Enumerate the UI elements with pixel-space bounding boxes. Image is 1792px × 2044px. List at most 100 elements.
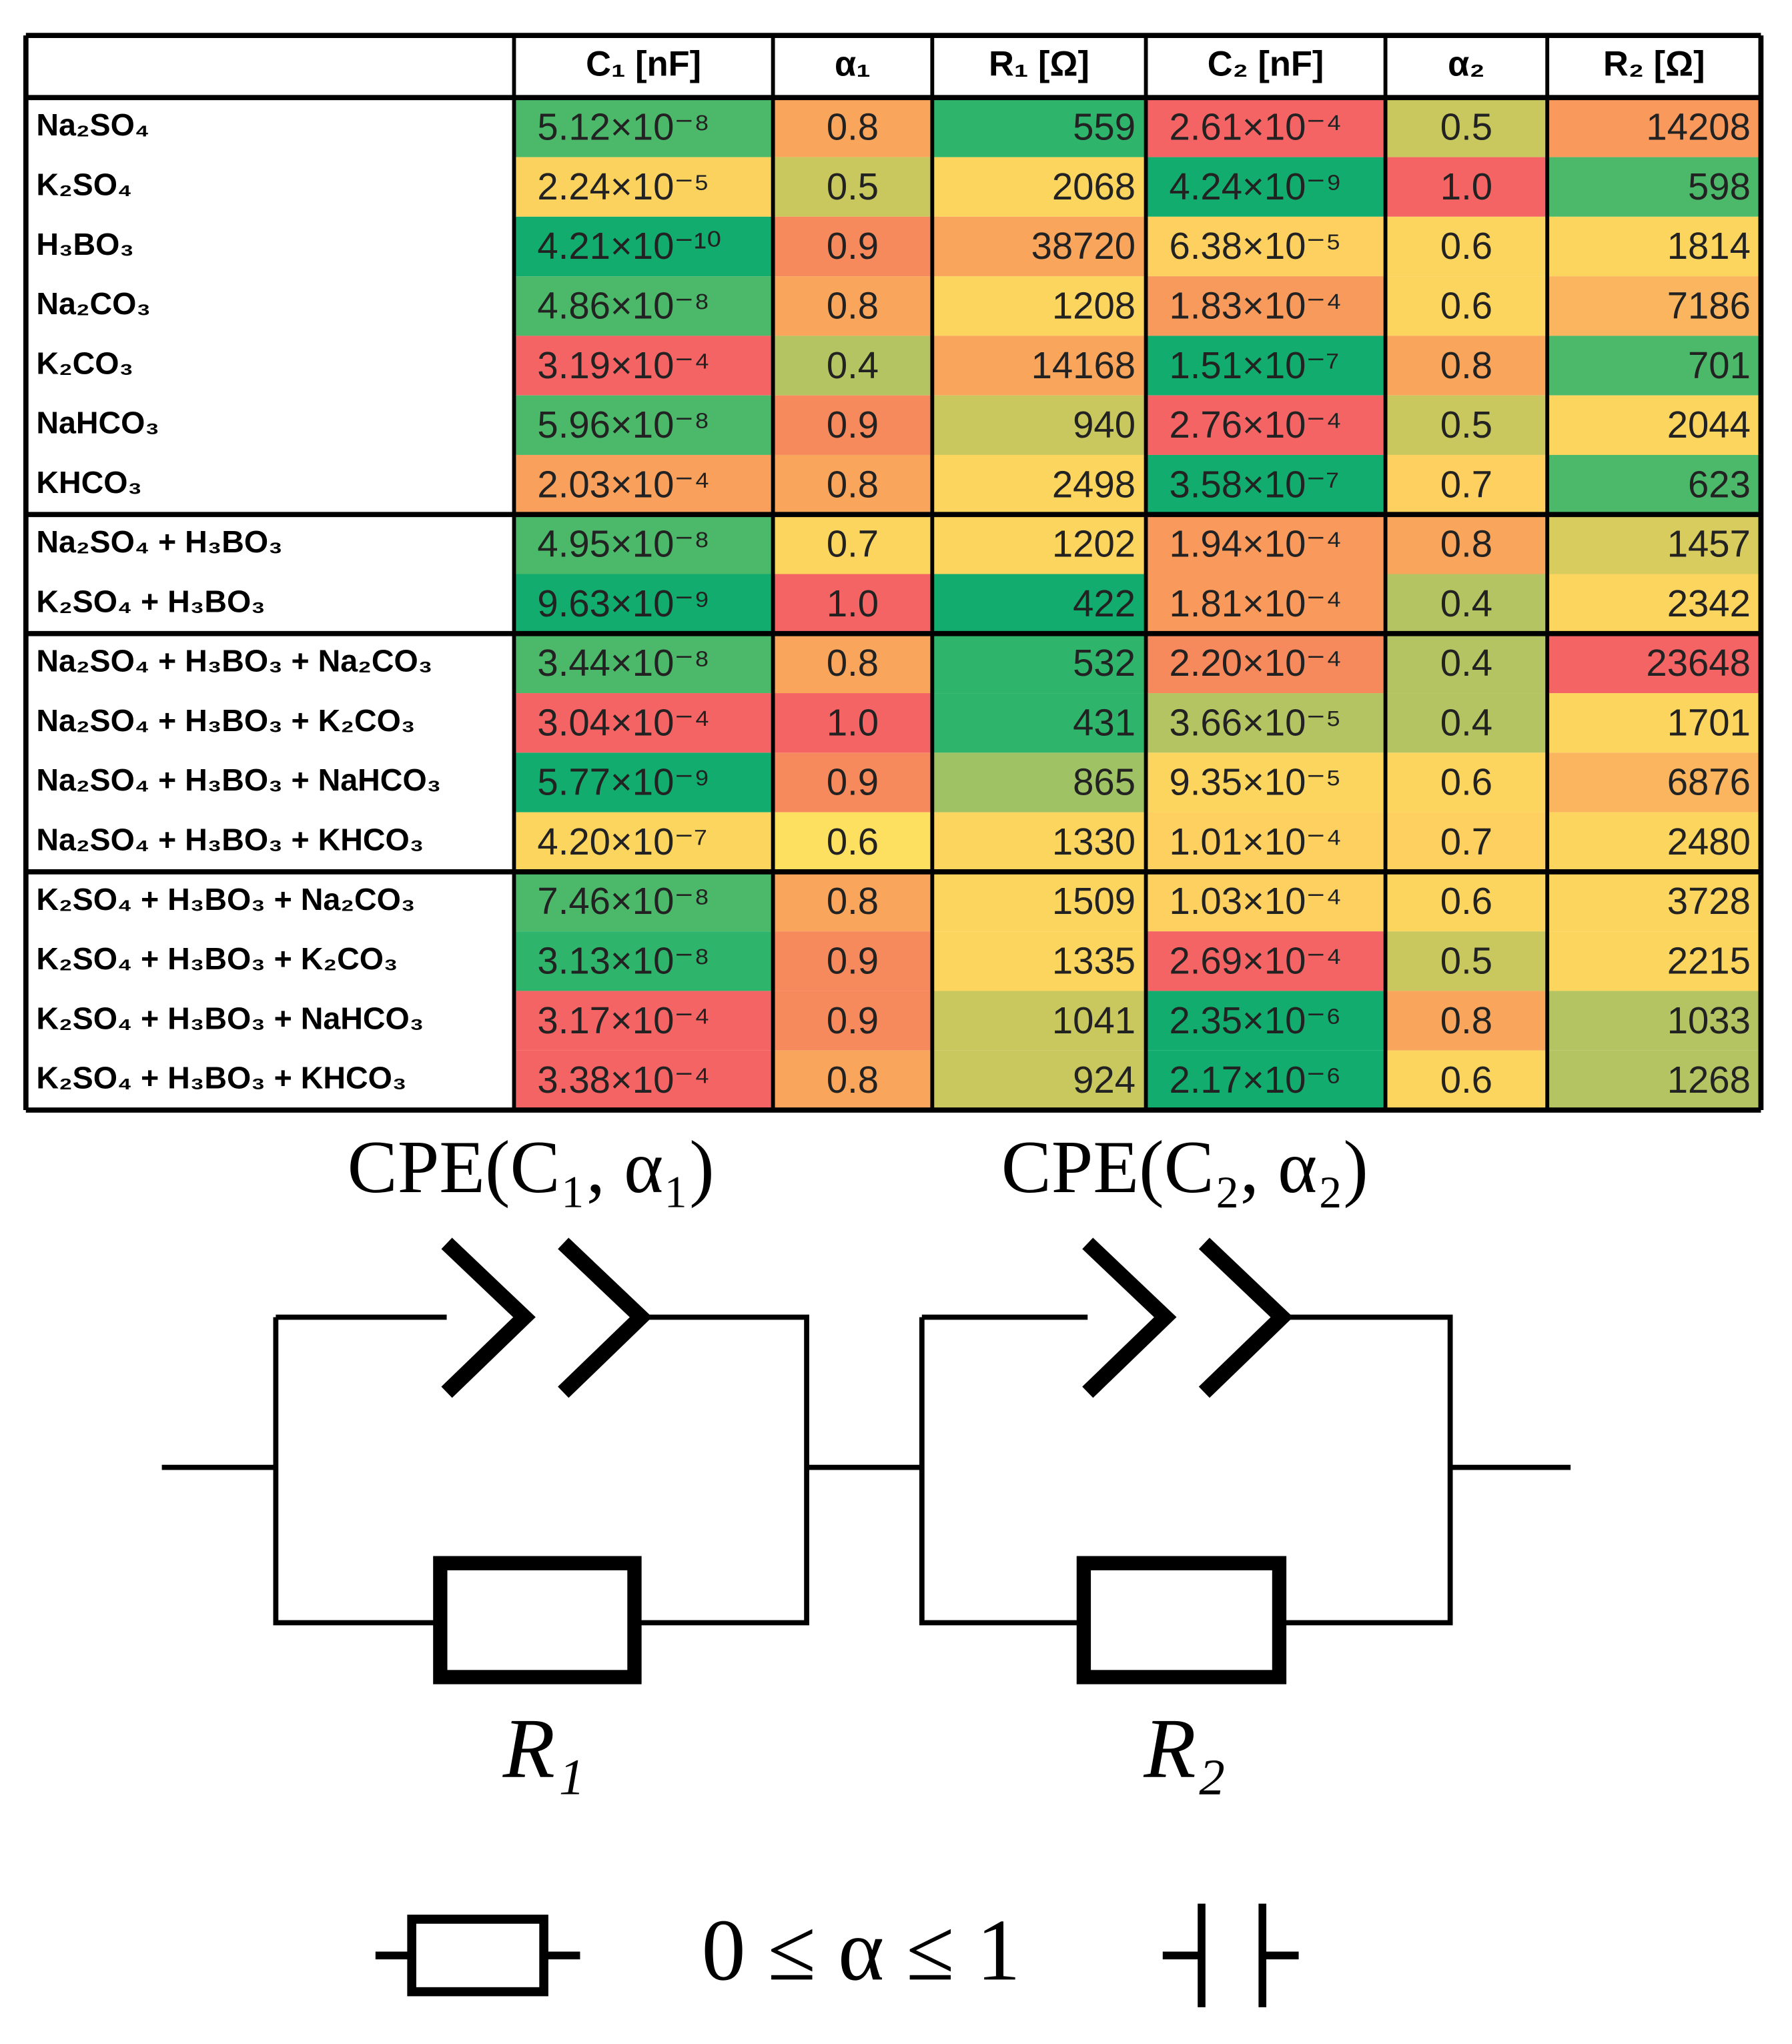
cell: 0.9 — [827, 404, 879, 446]
cell: 0.9 — [827, 999, 879, 1041]
cell-bg — [1146, 693, 1386, 753]
row-label: Na₂SO₄ + H₃BO₃ + KHCO₃ — [36, 823, 424, 857]
cell-bg — [773, 991, 933, 1051]
cell-bg — [932, 752, 1146, 813]
cell: 0.8 — [827, 642, 879, 684]
cell-bg — [1146, 97, 1386, 157]
header-cell: α₁ — [835, 45, 871, 84]
cell-bg — [773, 752, 933, 813]
resistor-legend — [407, 1915, 548, 1997]
cell: 0.6 — [1440, 225, 1492, 267]
cell-bg — [1146, 871, 1386, 932]
cell-bg — [514, 931, 773, 991]
cell-bg — [1146, 514, 1386, 574]
cell-bg — [514, 395, 773, 455]
cell: 7186 — [1667, 285, 1751, 327]
cell: 2.17×10⁻⁶ — [1169, 1059, 1341, 1101]
cell-bg — [1146, 157, 1386, 217]
cell-bg — [1547, 276, 1761, 336]
cell-bg — [514, 871, 773, 932]
cell: 0.8 — [1440, 344, 1492, 386]
cell: 7.46×10⁻⁸ — [537, 880, 709, 922]
cell: 23648 — [1646, 642, 1750, 684]
cell-bg — [1385, 1050, 1548, 1110]
cell: 0.4 — [827, 344, 879, 386]
cell: 6876 — [1667, 761, 1751, 803]
cell-bg — [1385, 395, 1548, 455]
cell: 0.7 — [1440, 821, 1492, 863]
cell: 1268 — [1667, 1059, 1751, 1101]
row-label: K₂SO₄ + H₃BO₃ — [36, 584, 265, 618]
cell-bg — [932, 574, 1146, 634]
cell: 598 — [1688, 165, 1751, 207]
cell: 0.8 — [827, 463, 879, 505]
cell-bg — [514, 633, 773, 694]
cell: 0.6 — [1440, 1059, 1492, 1101]
header-cell: R₂ [Ω] — [1603, 45, 1705, 84]
cell-bg — [932, 276, 1146, 336]
row-label: KHCO₃ — [36, 465, 142, 500]
cell-bg — [1146, 1050, 1386, 1110]
cell: 4.20×10⁻⁷ — [537, 821, 707, 863]
cell: 2498 — [1052, 463, 1136, 505]
cell-bg — [1547, 97, 1761, 157]
row-label: Na₂SO₄ + H₃BO₃ + NaHCO₃ — [36, 762, 441, 797]
cell: 0.9 — [827, 761, 879, 803]
cell-bg — [932, 693, 1146, 753]
cell: 2.61×10⁻⁴ — [1169, 106, 1342, 148]
cell-bg — [1547, 1050, 1761, 1110]
cell: 1.0 — [827, 582, 879, 624]
cell-bg — [932, 395, 1146, 455]
cell-bg — [1385, 514, 1548, 574]
row-label: Na₂CO₃ — [36, 286, 151, 321]
cell: 2.24×10⁻⁵ — [537, 165, 709, 207]
cell: 3.13×10⁻⁸ — [537, 940, 709, 982]
cell-bg — [514, 514, 773, 574]
cell: 2.03×10⁻⁴ — [537, 463, 710, 505]
cell-bg — [1547, 991, 1761, 1051]
cell-bg — [773, 514, 933, 574]
cell: 0.6 — [827, 821, 879, 863]
cell-bg — [1547, 693, 1761, 753]
cell: 2215 — [1667, 940, 1751, 982]
cell: 1330 — [1052, 821, 1136, 863]
cell: 2.76×10⁻⁴ — [1169, 404, 1342, 446]
cell: 38720 — [1031, 225, 1136, 267]
cell: 0.6 — [1440, 285, 1492, 327]
r1-label: R₁ — [502, 1701, 585, 1796]
cell: 1202 — [1052, 523, 1136, 565]
cell: 0.8 — [827, 1059, 879, 1101]
cell-bg — [1385, 812, 1548, 872]
cell-bg — [773, 633, 933, 694]
cell: 1335 — [1052, 940, 1136, 982]
cell: 1.01×10⁻⁴ — [1169, 821, 1342, 863]
cell-bg — [773, 1050, 933, 1110]
cell: 0.6 — [1440, 880, 1492, 922]
cell: 1.51×10⁻⁷ — [1169, 344, 1339, 386]
cell-bg — [514, 1050, 773, 1110]
cell: 3.66×10⁻⁵ — [1169, 701, 1341, 743]
row-label: H₃BO₃ — [36, 227, 134, 262]
cell: 1.0 — [1440, 165, 1492, 207]
cell-bg — [773, 574, 933, 634]
cell-bg — [932, 336, 1146, 396]
cell: 0.8 — [1440, 999, 1492, 1041]
cell-bg — [932, 812, 1146, 872]
cell: 0.7 — [827, 523, 879, 565]
cell: 1.03×10⁻⁴ — [1169, 880, 1342, 922]
cell-bg — [773, 812, 933, 872]
cell-bg — [514, 336, 773, 396]
cell-bg — [514, 991, 773, 1051]
cell: 0.6 — [1440, 761, 1492, 803]
cell: 14208 — [1646, 106, 1750, 148]
cell-bg — [1547, 336, 1761, 396]
cell: 2.20×10⁻⁴ — [1169, 642, 1342, 684]
cell-bg — [1146, 991, 1386, 1051]
cell: 865 — [1073, 761, 1136, 803]
row-label: Na₂SO₄ — [36, 107, 149, 142]
cell-bg — [773, 454, 933, 515]
row-label: Na₂SO₄ + H₃BO₃ + K₂CO₃ — [36, 703, 415, 738]
cell: 1.0 — [827, 701, 879, 743]
cell-bg — [1385, 693, 1548, 753]
cell-bg — [932, 871, 1146, 932]
